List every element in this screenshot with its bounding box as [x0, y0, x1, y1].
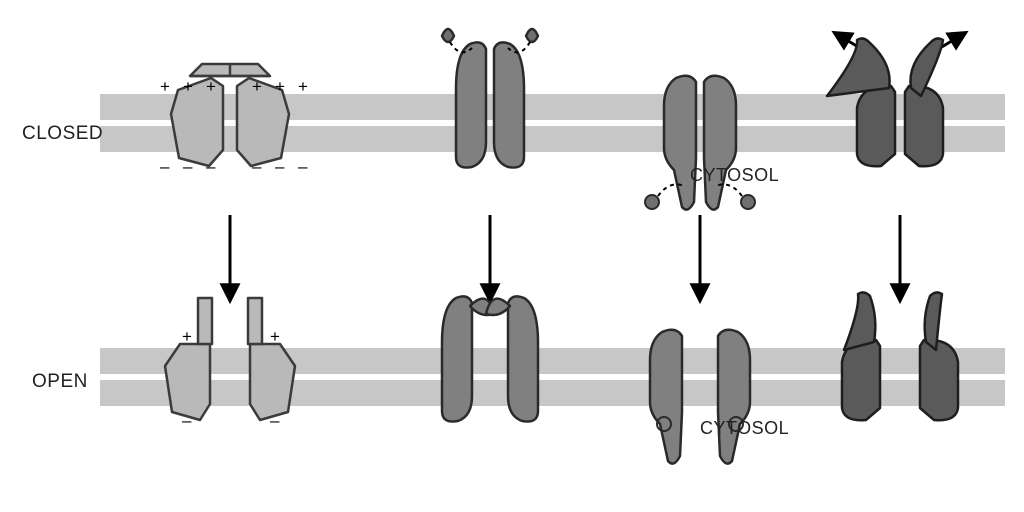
charge-minus: –: [275, 157, 285, 176]
voltage-open-left: [165, 344, 210, 420]
charge-plus: +: [183, 77, 193, 96]
voltage-open-right: [250, 344, 295, 420]
mech-open-left: [842, 340, 880, 420]
label-cytosol-bottom: CYTOSOL: [700, 418, 789, 439]
charge-minus: –: [298, 157, 308, 176]
ligand-dot: [741, 195, 755, 209]
charge-plus: +: [275, 77, 285, 96]
ligand-dot: [645, 195, 659, 209]
ligext-closed-right: [494, 42, 524, 167]
charge-minus: –: [206, 157, 216, 176]
mech-open-right: [920, 340, 958, 420]
label-closed: CLOSED: [22, 123, 103, 145]
ligint-closed-right: [704, 76, 736, 210]
charge-plus: +: [206, 77, 216, 96]
charge-plus: +: [270, 327, 280, 346]
charge-minus: –: [182, 411, 192, 430]
ligint-closed-left: [664, 76, 696, 210]
mech-closed-right: [905, 86, 943, 166]
charge-minus: –: [270, 411, 280, 430]
ligext-closed-left: [456, 42, 486, 167]
voltage-open-gate-right: [248, 298, 262, 344]
voltage-open-gate-left: [198, 298, 212, 344]
charge-plus: +: [182, 327, 192, 346]
ligand-drop: [526, 29, 538, 42]
label-open: OPEN: [32, 371, 88, 393]
charge-minus: –: [160, 157, 170, 176]
ligand-drop: [442, 29, 454, 42]
charge-plus: +: [298, 77, 308, 96]
charge-plus: +: [160, 77, 170, 96]
ligint-open-left: [650, 330, 682, 464]
ligext-open-right: [508, 296, 538, 421]
charge-plus: +: [252, 77, 262, 96]
ligext-open-left: [442, 296, 472, 421]
label-cytosol-top: CYTOSOL: [690, 165, 779, 186]
charge-minus: –: [183, 157, 193, 176]
charge-minus: –: [252, 157, 262, 176]
mech-closed-hook-left: [827, 38, 890, 96]
mech-closed-left: [857, 86, 895, 166]
mech-open-hook-left: [844, 292, 875, 350]
ligint-open-right: [718, 330, 750, 464]
